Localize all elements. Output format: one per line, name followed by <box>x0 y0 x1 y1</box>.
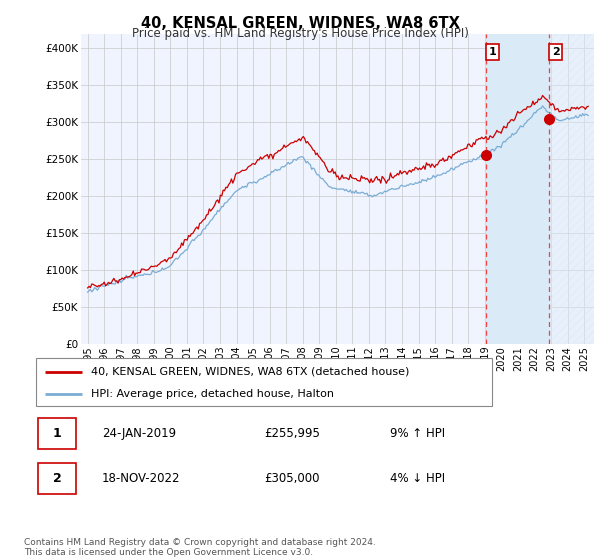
Text: 18-NOV-2022: 18-NOV-2022 <box>102 472 181 485</box>
Text: 2: 2 <box>552 47 559 57</box>
Text: 40, KENSAL GREEN, WIDNES, WA8 6TX: 40, KENSAL GREEN, WIDNES, WA8 6TX <box>140 16 460 31</box>
Text: 24-JAN-2019: 24-JAN-2019 <box>102 427 176 440</box>
Text: £255,995: £255,995 <box>264 427 320 440</box>
FancyBboxPatch shape <box>36 358 492 406</box>
Text: 40, KENSAL GREEN, WIDNES, WA8 6TX (detached house): 40, KENSAL GREEN, WIDNES, WA8 6TX (detac… <box>91 367 409 377</box>
Text: 2: 2 <box>53 472 61 485</box>
Text: Price paid vs. HM Land Registry's House Price Index (HPI): Price paid vs. HM Land Registry's House … <box>131 27 469 40</box>
Text: HPI: Average price, detached house, Halton: HPI: Average price, detached house, Halt… <box>91 389 334 399</box>
FancyBboxPatch shape <box>38 463 76 494</box>
Text: 1: 1 <box>53 427 61 440</box>
Text: 1: 1 <box>488 47 496 57</box>
FancyBboxPatch shape <box>38 418 76 449</box>
Bar <box>549 34 600 344</box>
Text: 4% ↓ HPI: 4% ↓ HPI <box>390 472 445 485</box>
Text: 9% ↑ HPI: 9% ↑ HPI <box>390 427 445 440</box>
Bar <box>486 34 549 344</box>
Text: Contains HM Land Registry data © Crown copyright and database right 2024.
This d: Contains HM Land Registry data © Crown c… <box>24 538 376 557</box>
Text: £305,000: £305,000 <box>264 472 320 485</box>
